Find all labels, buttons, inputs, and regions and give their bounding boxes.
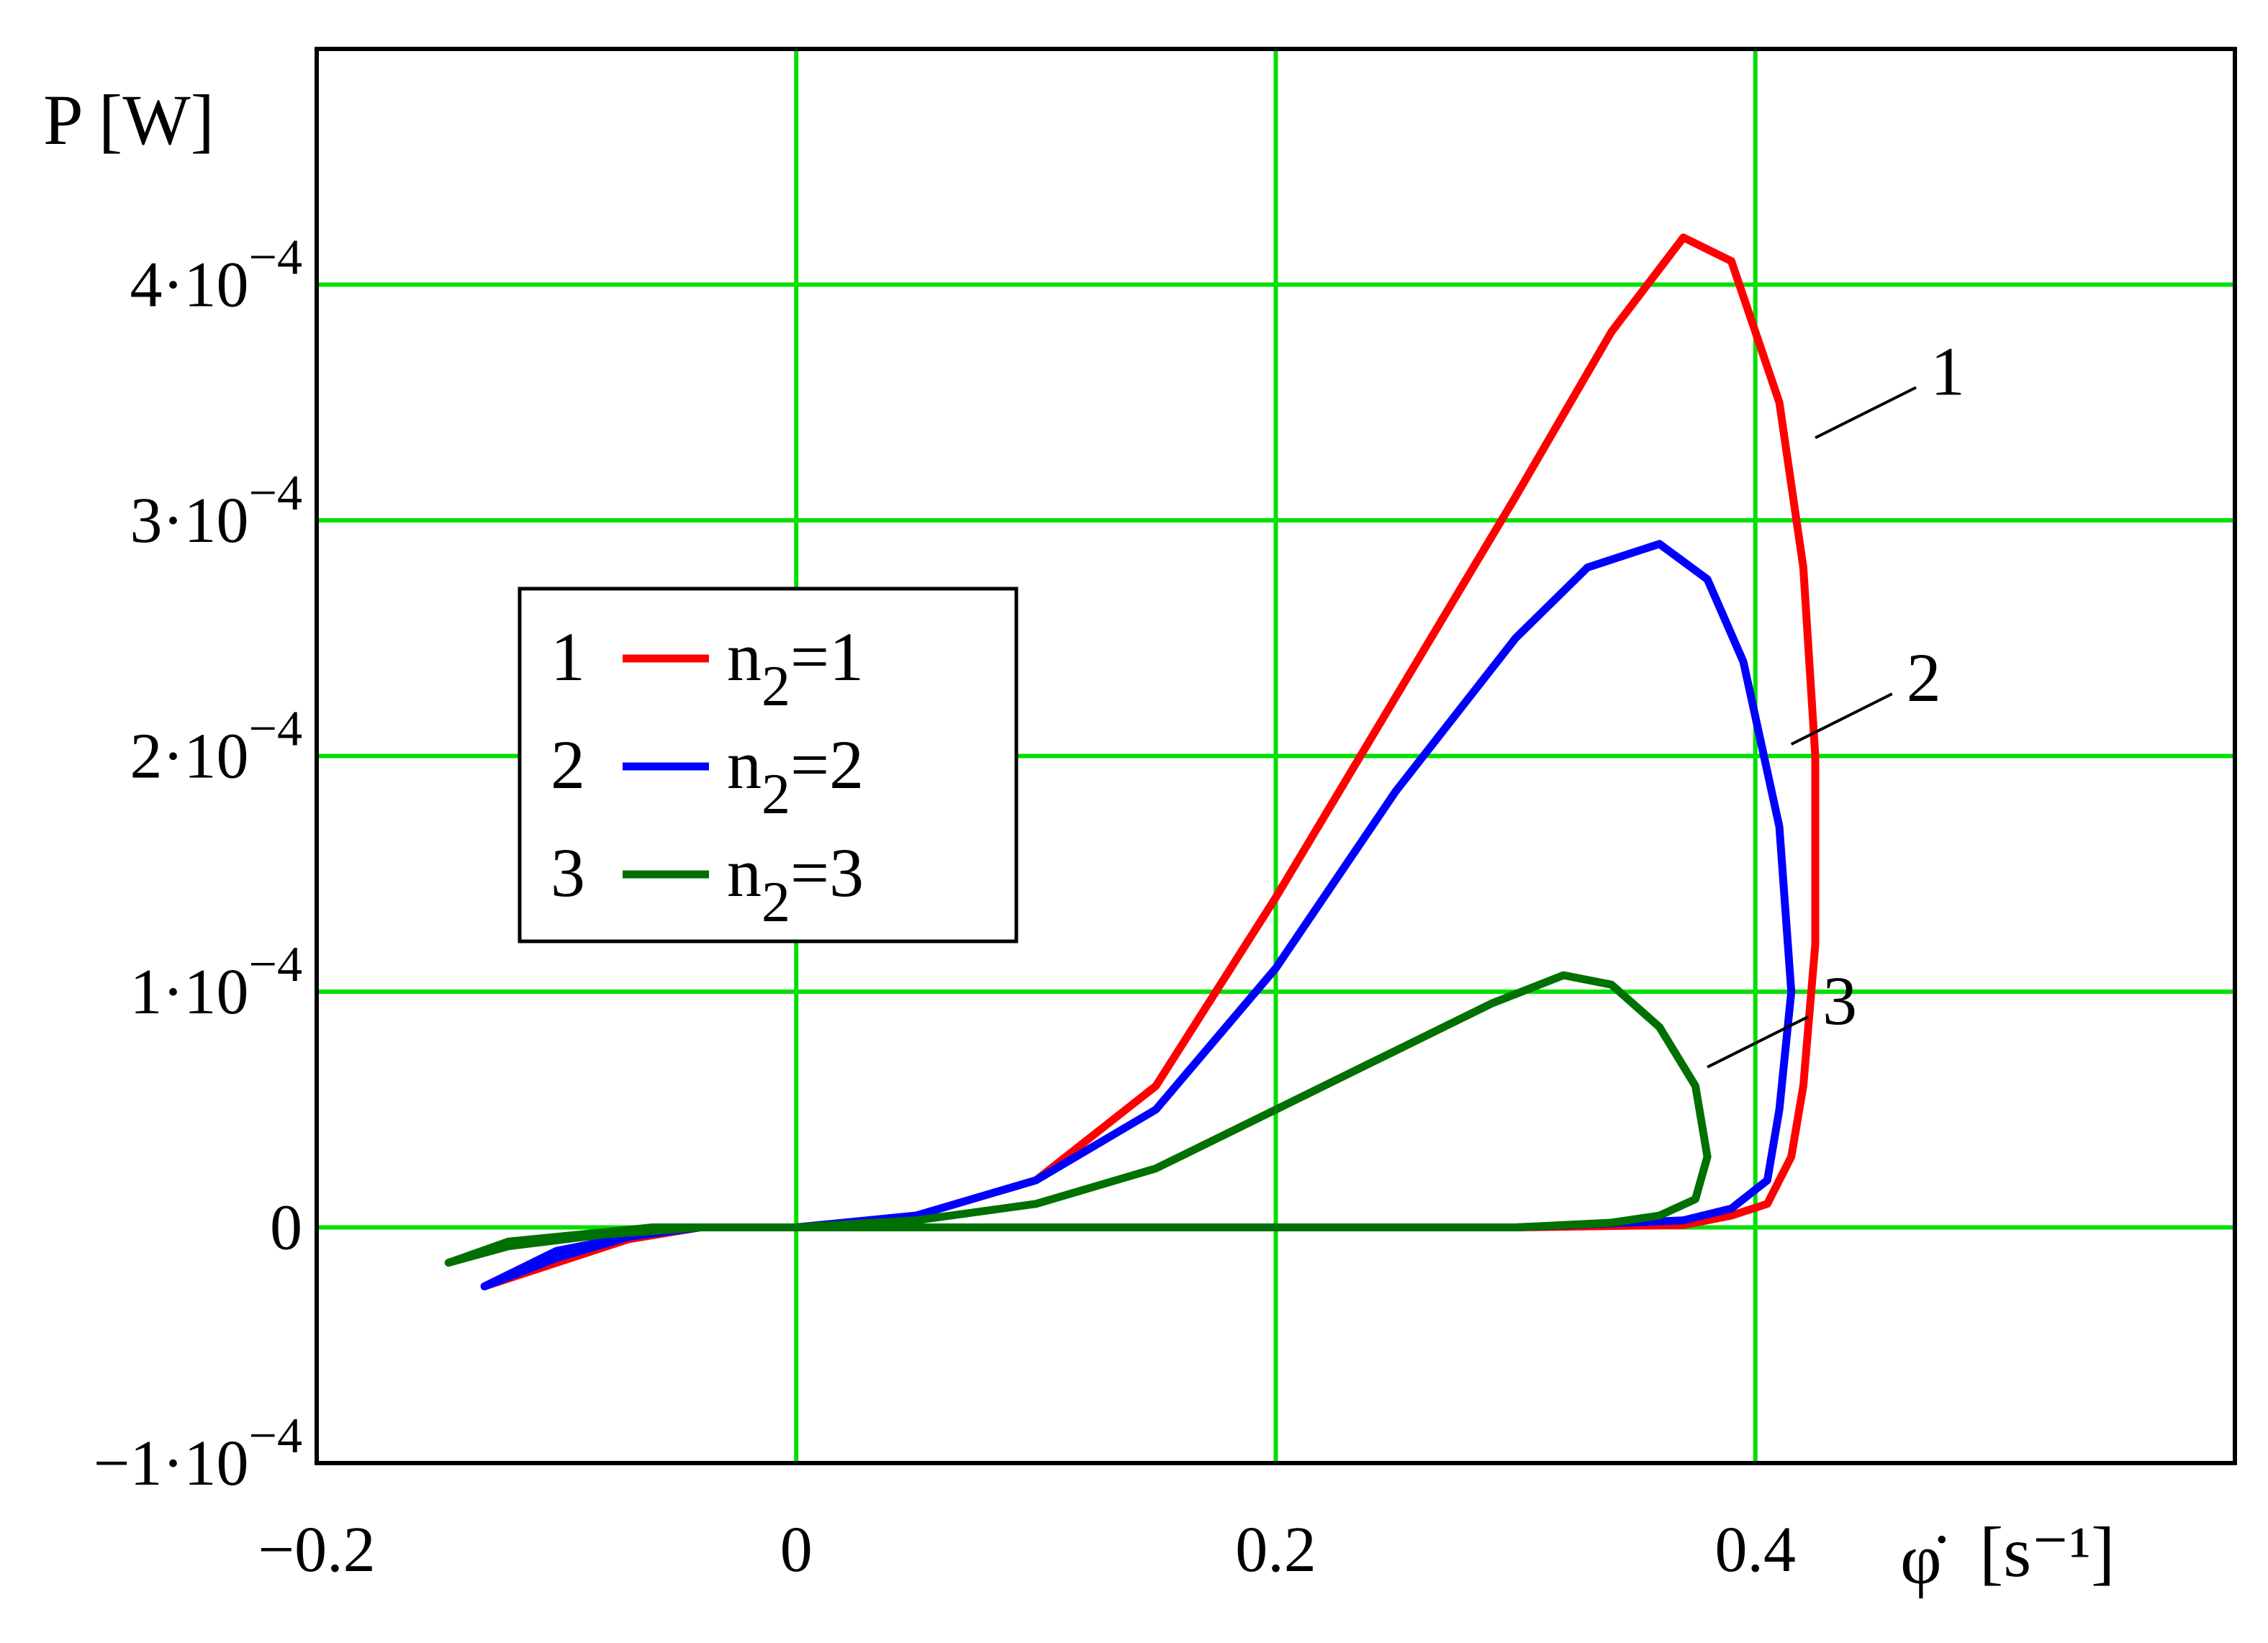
curve-label: 1	[1930, 332, 1965, 409]
x-tick-label: 0	[780, 1514, 813, 1585]
tick-labels: −0.2 0 0.2 0.4 −1·10−4 0 1·10−4 2·10−4 3·10−4 4·1…	[94, 230, 1796, 1586]
y-tick-label: 2·10−4	[130, 702, 302, 792]
curve-leaders: 1 2 3	[1707, 332, 1965, 1069]
legend-number: 2	[551, 726, 585, 803]
legend-label: n2=2	[727, 726, 864, 826]
x-tick-label: 0.4	[1715, 1514, 1797, 1585]
curve-leader-line	[1790, 692, 1893, 746]
legend-label: n2=3	[727, 834, 864, 934]
series-line-3	[444, 971, 1712, 1267]
x-axis-symbol: φ̇	[1900, 1519, 1946, 1599]
legend-number: 1	[551, 618, 585, 695]
legend-number: 3	[551, 834, 585, 911]
legend-box	[518, 587, 1018, 943]
x-axis-unit: [s⁻¹]	[1979, 1512, 2115, 1592]
x-tick-label: 0.2	[1235, 1514, 1316, 1585]
series-layer	[444, 233, 1820, 1290]
y-tick-label: 3·10−4	[130, 466, 302, 556]
legend-label: n2=1	[727, 618, 864, 718]
curve-label: 2	[1907, 639, 1941, 716]
y-tick-label: −1·10−4	[94, 1408, 302, 1499]
y-tick-label: 0	[270, 1192, 302, 1264]
legend: 1 n2=1 2 n2=2 3 n2=3	[518, 587, 1018, 943]
curve-leader-line	[1707, 1015, 1810, 1069]
y-tick-label: 4·10−4	[130, 230, 302, 321]
x-tick-label: −0.2	[258, 1514, 375, 1585]
plot-frame	[315, 47, 2237, 1465]
y-axis-label: P [W]	[43, 80, 214, 160]
curve-label: 3	[1822, 962, 1857, 1039]
curve-leader-line	[1815, 386, 1917, 440]
y-tick-label: 1·10−4	[130, 937, 302, 1028]
